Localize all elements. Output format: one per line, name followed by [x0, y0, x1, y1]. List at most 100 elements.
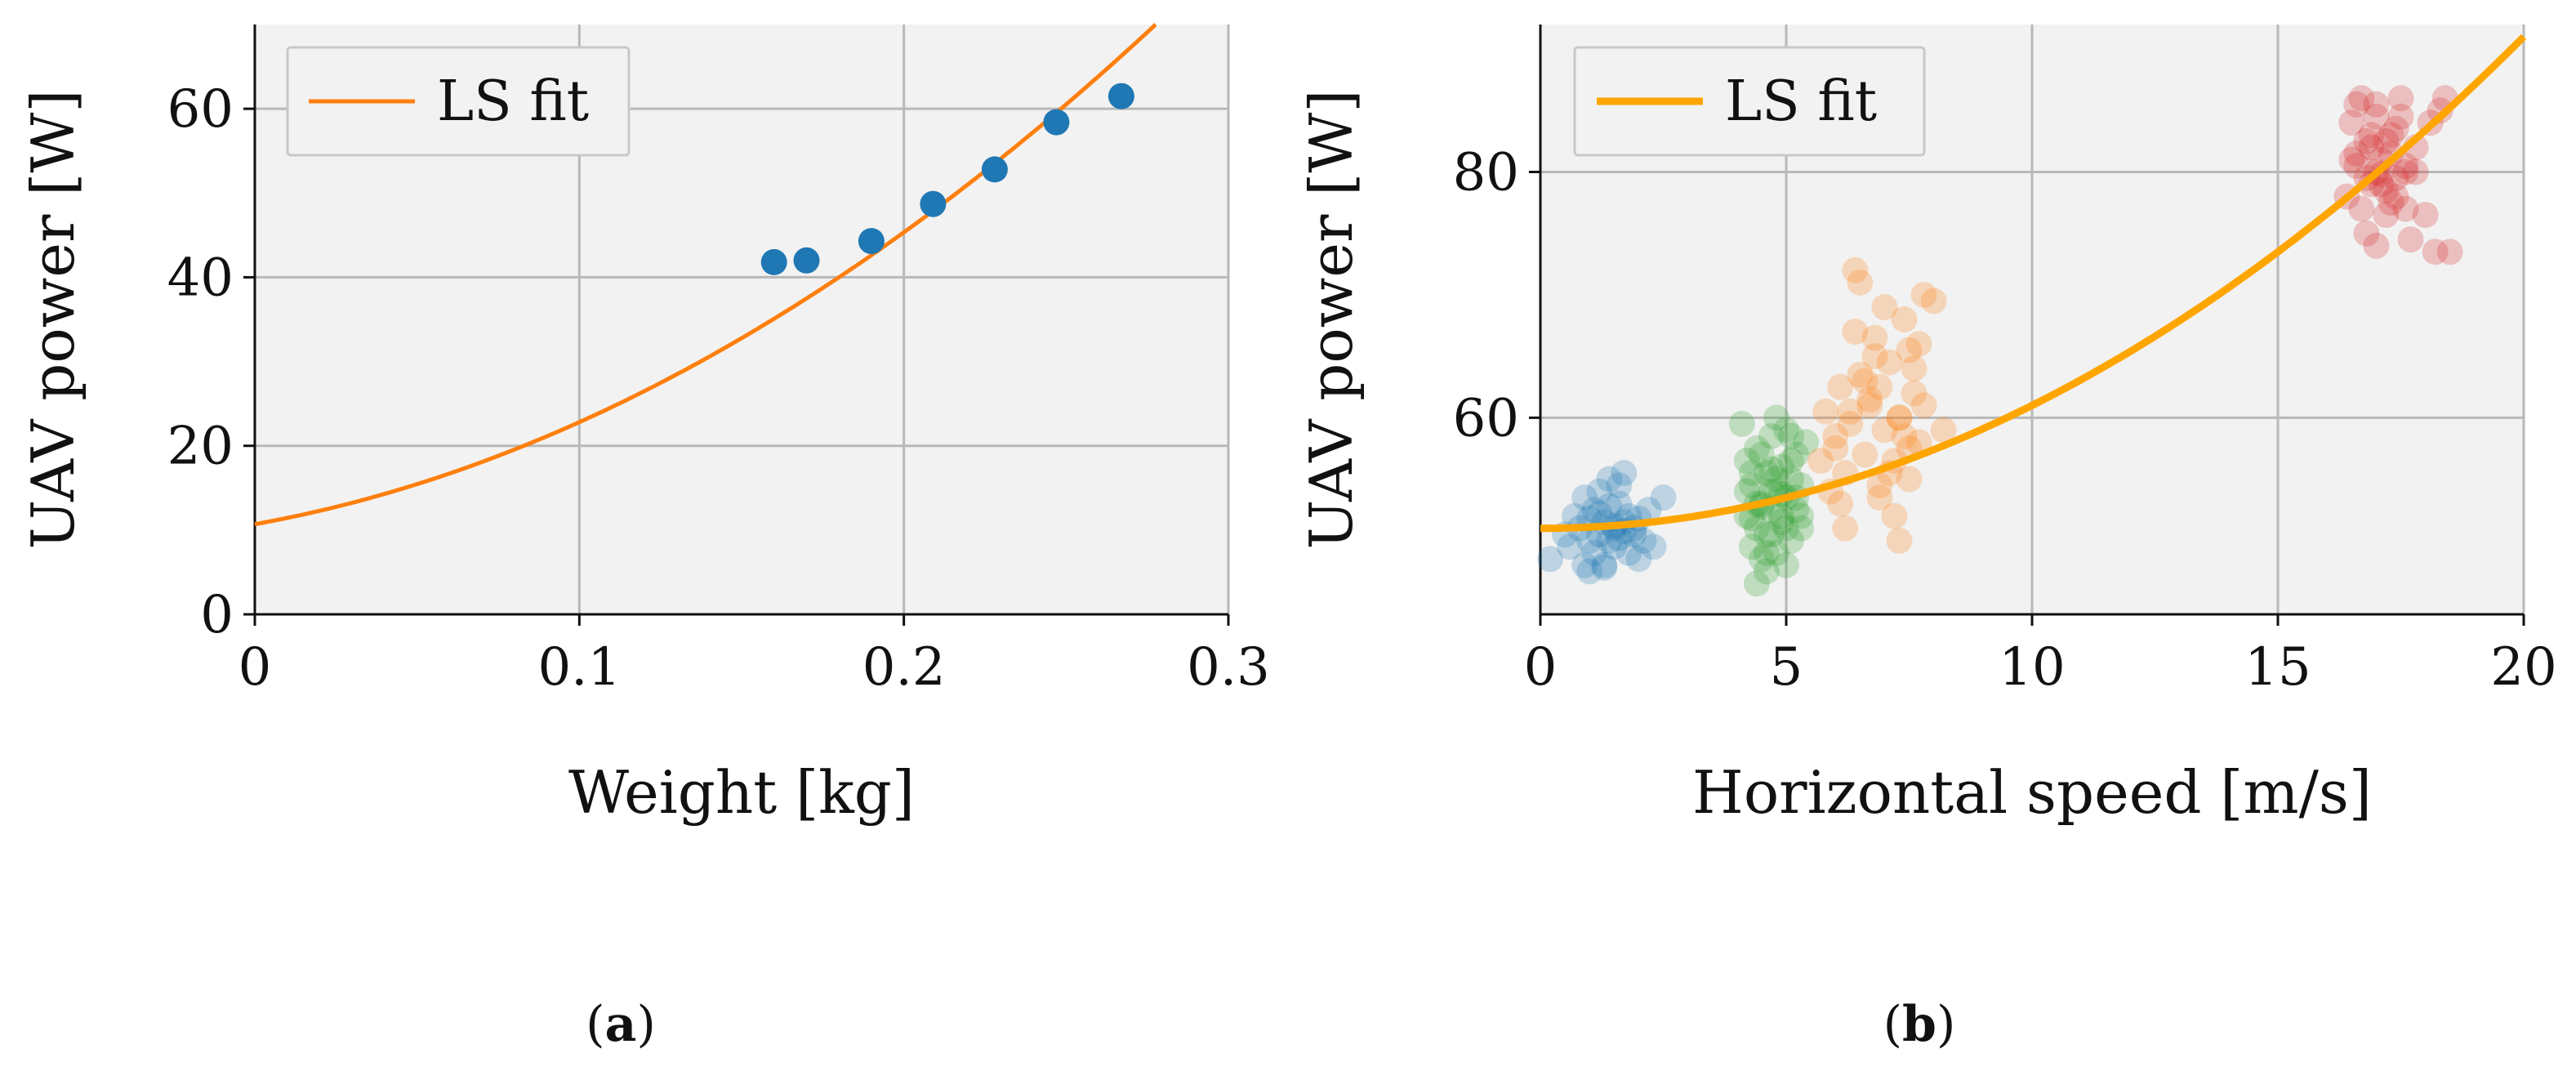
panel-b-cluster-blue-point: [1625, 546, 1652, 573]
panel-b-cluster-orange-point: [1807, 448, 1834, 474]
panel-b-cluster-green-point: [1778, 422, 1804, 449]
panel-b-cluster-red-point: [2338, 109, 2365, 136]
panel-b-cluster-orange-point: [1910, 281, 1937, 308]
panel-b-fit-group: [1540, 33, 2527, 533]
panel-b-cluster-blue-point: [1606, 490, 1633, 517]
panel-b-cluster-green-point: [1758, 422, 1785, 449]
panel-b-cluster-blue-point: [1571, 551, 1598, 578]
panel-a-measurements-point: [858, 228, 885, 255]
panel-b-cluster-green-point: [1728, 410, 1755, 437]
panel-b-cluster-green-point: [1753, 460, 1780, 486]
panel-b-cluster-green-point: [1773, 417, 1799, 444]
panel-a-measurements-point: [1108, 83, 1134, 109]
panel-b-xtick-label: 15: [2244, 637, 2311, 698]
panel-b-cluster-green-point: [1738, 505, 1765, 532]
panel-a-chart: 0 0.1 0.2 0.3 0 20 40 60 LS fit Weight [kg] UAV…: [19, 22, 1270, 1053]
panel-b-caption-letter: b: [1902, 996, 1936, 1053]
panel-b-cluster-green-point: [1768, 509, 1794, 536]
panel-b-cluster-blue-point: [1611, 460, 1638, 486]
panel-b-cluster-red-point: [2382, 115, 2409, 142]
panel-b-cluster-green-point: [1748, 441, 1775, 468]
panel-b-cluster-blue-point: [1635, 497, 1662, 524]
panel-b-legend-label: LS fit: [1725, 69, 1877, 134]
panel-a-xtick-label: 0.1: [537, 637, 621, 698]
panel-b-cluster-orange-point: [1891, 306, 1918, 332]
panel-b-cluster-orange-point: [1842, 257, 1869, 283]
panel-b-cluster-orange-point: [1881, 502, 1908, 529]
panel-b-cluster-red-point: [2392, 195, 2419, 222]
panel-b-cluster-green-point: [1733, 448, 1760, 474]
panel-b-cluster-red-point: [2343, 140, 2370, 167]
panel-b-cluster-blue-point: [1581, 539, 1608, 566]
panel-a-ytick-label: 20: [167, 417, 234, 477]
panel-b-cluster-green-point: [1738, 533, 1765, 560]
panel-b-cluster-orange-point: [1822, 422, 1849, 449]
panel-b-cluster-orange-point: [1901, 355, 1928, 382]
panel-b-cluster-green-point: [1763, 539, 1789, 566]
panel-b-cluster-blue-point: [1581, 497, 1608, 524]
panel-b-ytick-label: 60: [1453, 388, 1519, 448]
panel-b-cluster-red-point: [2363, 103, 2390, 130]
panel-b-cluster-blue-point: [1616, 539, 1642, 566]
panel-a-measurements-point: [760, 248, 787, 275]
panel-b-cluster-green-point: [1778, 466, 1804, 493]
panel-a-points: [760, 83, 1134, 275]
panel-b-cluster-green-point: [1738, 460, 1765, 486]
panel-b-cluster-red-point: [2343, 91, 2370, 118]
panel-b-cluster-green-point: [1753, 521, 1780, 548]
panel-b-caption: (b): [1883, 996, 1956, 1053]
panel-b-cluster-blue-point: [1537, 546, 1563, 573]
panel-b-cluster-orange-point: [1837, 398, 1864, 425]
panel-b-cluster-red-point: [2412, 202, 2439, 229]
panel-a-legend-box: [286, 46, 631, 157]
panel-a-ytick-label: 0: [200, 585, 234, 645]
panel-b-cluster-orange-point: [1812, 398, 1839, 425]
panel-b-cluster-red-point: [2373, 202, 2400, 229]
panel-b-cluster-red-point: [2436, 239, 2463, 266]
panel-b-cluster-orange-point: [1876, 349, 1903, 376]
panel-b-cluster-orange-point: [1871, 294, 1898, 320]
panel-b-cluster-orange-point: [1852, 441, 1879, 468]
panel-b-cluster-red-point: [2373, 127, 2400, 154]
panel-b-cluster-orange-point: [1847, 269, 1874, 296]
panel-b-cluster-orange-point: [1842, 319, 1869, 345]
panel-b-cluster-green-point: [1763, 404, 1789, 431]
panel-b-y-axis-label: UAV power [W]: [1297, 90, 1366, 550]
panel-b-cluster-red-point: [2363, 91, 2390, 118]
panel-b-cluster-red-point: [2353, 220, 2380, 247]
panel-b-cluster-blue-point: [1576, 558, 1603, 585]
panel-b-cluster-orange-point: [1871, 417, 1898, 444]
panel-b-legend: LS fit: [1573, 46, 1926, 157]
panel-b-cluster-red-point: [2392, 153, 2419, 179]
panel-b-grid: [1540, 25, 2525, 614]
panel-b-cluster-orange-point: [1866, 472, 1893, 499]
panel-b-caption-open: (: [1883, 996, 1902, 1053]
panel-a-ticks: 0 0.1 0.2 0.3 0 20 40 60: [167, 79, 1270, 698]
panel-b-cluster-green-point: [1753, 539, 1780, 566]
panel-b-cluster-blue-point: [1571, 484, 1598, 511]
panel-b-cluster-green-point: [1783, 497, 1809, 524]
panel-b-cluster-green-point: [1743, 435, 1770, 462]
panel-b-cluster-blue-point: [1586, 500, 1613, 527]
panel-b-cluster-red-point: [2397, 226, 2424, 253]
panel-b-cluster-red-point: [2348, 195, 2375, 222]
panel-b-cluster-orange-point: [1920, 288, 1947, 315]
panel-b-xtick-label: 20: [2490, 637, 2556, 698]
panel-b-cluster-orange-point: [1866, 484, 1893, 511]
panel-b-cluster-red-point: [2363, 232, 2390, 259]
panel-b-cluster-orange-point: [1827, 490, 1854, 517]
panel-a-measurements-point: [981, 156, 1008, 183]
panel-a-caption-letter: a: [605, 996, 637, 1053]
panel-b-cluster-orange-point: [1905, 429, 1932, 456]
panel-a-measurements-point: [920, 190, 947, 217]
panel-b-cluster-orange-point: [1886, 404, 1913, 431]
panel-b-cluster-orange-point: [1910, 392, 1937, 419]
panel-b-cluster-red-point: [2343, 153, 2370, 179]
panel-b-cluster-green-point: [1758, 456, 1785, 483]
panel-b-cluster-green-point: [1768, 502, 1794, 529]
panel-b-cluster-red-point: [2338, 146, 2365, 173]
panel-a-caption-close: ): [636, 996, 655, 1053]
panel-b-cluster-blue-point: [1601, 533, 1628, 560]
panel-b-cluster-blue-point: [1591, 551, 1618, 578]
